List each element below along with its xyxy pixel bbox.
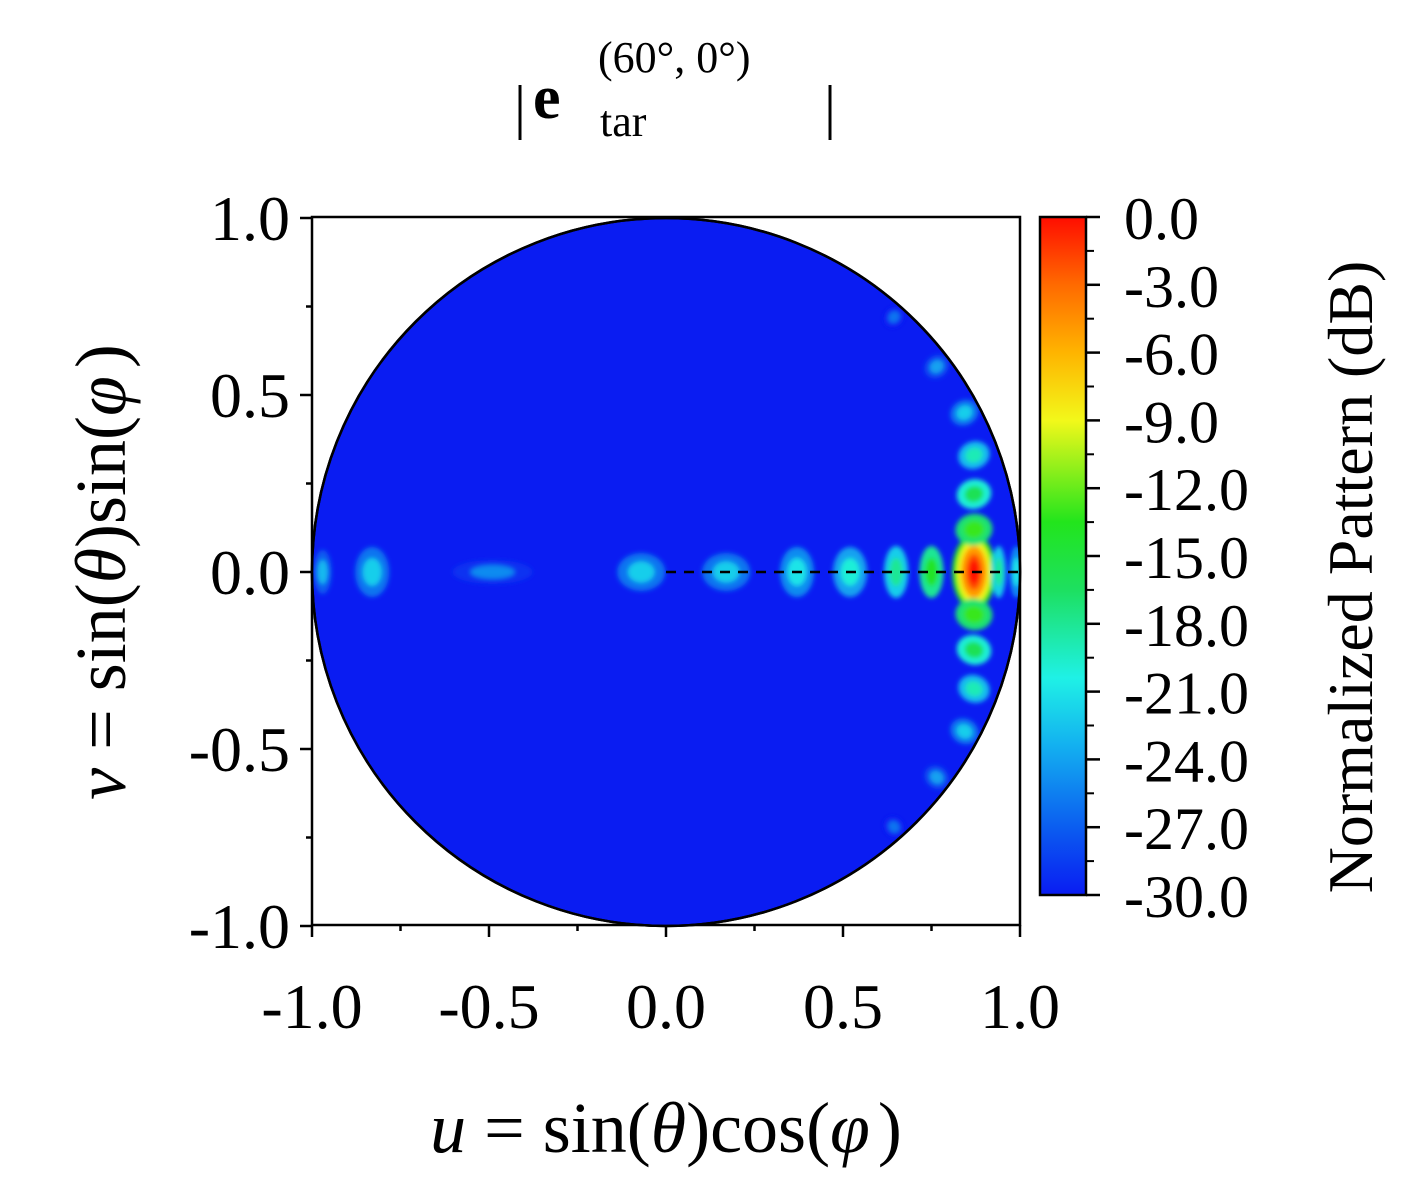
- colorbar-tick-label: -30.0: [1124, 864, 1249, 930]
- x-tick-label: 0.0: [626, 971, 706, 1042]
- colorbar-tick-label: -18.0: [1124, 593, 1249, 659]
- side-lobe: [313, 550, 332, 594]
- side-lobe: [884, 546, 909, 598]
- arc-lobe-core: [965, 447, 983, 463]
- title-open-bar: |: [514, 74, 526, 140]
- pattern-lobes: [313, 306, 1020, 838]
- colorbar-tick-label: -6.0: [1124, 322, 1219, 388]
- arc-lobe: [956, 634, 992, 665]
- arc-lobe: [955, 598, 993, 631]
- arc-lobe: [924, 354, 950, 379]
- y-tick-label: 0.5: [210, 360, 290, 431]
- arc-lobe-core: [956, 724, 973, 739]
- x-tick-label: 1.0: [980, 971, 1060, 1042]
- x-axis: -1.0 -0.5 0.0 0.5 1.0: [261, 925, 1060, 1042]
- chart-title: | e (60°, 0°) tar |: [514, 33, 836, 146]
- colorbar-tick-label: -15.0: [1124, 525, 1249, 591]
- arc-lobe: [883, 816, 905, 838]
- arc-lobe-core: [929, 360, 944, 374]
- arc-lobe: [883, 306, 905, 328]
- arc-lobe-core: [965, 681, 983, 697]
- title-subscript: tar: [600, 97, 647, 146]
- y-axis: 1.0 0.5 0.0 -0.5 -1.0: [189, 183, 312, 962]
- side-lobe: [919, 546, 944, 598]
- y-tick-label: -1.0: [189, 891, 290, 962]
- title-bold-e: e: [533, 64, 561, 132]
- x-tick-label: -1.0: [261, 971, 362, 1042]
- arc-lobe: [924, 765, 950, 790]
- y-tick-label: 1.0: [210, 183, 290, 254]
- arc-lobe-core: [963, 520, 985, 539]
- arc-lobe-core: [963, 605, 985, 624]
- x-tick-label: -0.5: [438, 971, 539, 1042]
- colorbar-tick-label: -12.0: [1124, 457, 1249, 523]
- colorbar-tick-label: -9.0: [1124, 389, 1219, 455]
- x-tick-label: 0.5: [803, 971, 883, 1042]
- colorbar-ticks: 0.0-3.0-6.0-9.0-12.0-15.0-18.0-21.0-24.0…: [1086, 186, 1249, 930]
- colorbar-tick-label: 0.0: [1124, 186, 1199, 252]
- side-lobe: [355, 547, 390, 597]
- arc-lobe-core: [956, 405, 973, 420]
- colorbar-tick-label: -21.0: [1124, 661, 1249, 727]
- arc-lobe: [958, 441, 990, 470]
- colorbar-tick-label: -27.0: [1124, 796, 1249, 862]
- y-axis-label: v = sin(θ)sin(φ): [61, 344, 141, 800]
- side-lobe-core: [470, 565, 515, 579]
- side-lobe-core: [317, 559, 328, 585]
- colorbar: [1038, 215, 1088, 897]
- arc-lobe: [950, 718, 979, 745]
- colorbar-tick-label: -3.0: [1124, 254, 1219, 320]
- side-lobe-core: [362, 558, 382, 586]
- arc-lobe: [956, 479, 992, 510]
- arc-lobe-core: [964, 485, 984, 503]
- title-superscript: (60°, 0°): [598, 33, 751, 82]
- colorbar-tick-label: -24.0: [1124, 728, 1249, 794]
- side-lobe: [617, 553, 666, 591]
- arc-lobe: [950, 399, 979, 426]
- title-close-bar: |: [824, 74, 836, 140]
- arc-lobe-core: [888, 311, 900, 324]
- y-tick-label: 0.0: [210, 537, 290, 608]
- side-lobe-core: [889, 557, 903, 587]
- side-lobe-core: [924, 557, 939, 587]
- arc-lobe: [955, 513, 993, 546]
- arc-lobe-core: [964, 641, 984, 659]
- side-lobe: [452, 560, 533, 584]
- y-tick-label: -0.5: [189, 714, 290, 785]
- side-lobe-core: [628, 561, 655, 583]
- arc-lobe: [958, 674, 990, 703]
- arc-lobe-core: [888, 820, 900, 833]
- x-axis-label: u = sin(θ)cos(φ): [430, 1088, 902, 1168]
- colorbar-label: Normalized Pattern (dB): [1315, 261, 1386, 894]
- arc-lobe-core: [929, 770, 944, 784]
